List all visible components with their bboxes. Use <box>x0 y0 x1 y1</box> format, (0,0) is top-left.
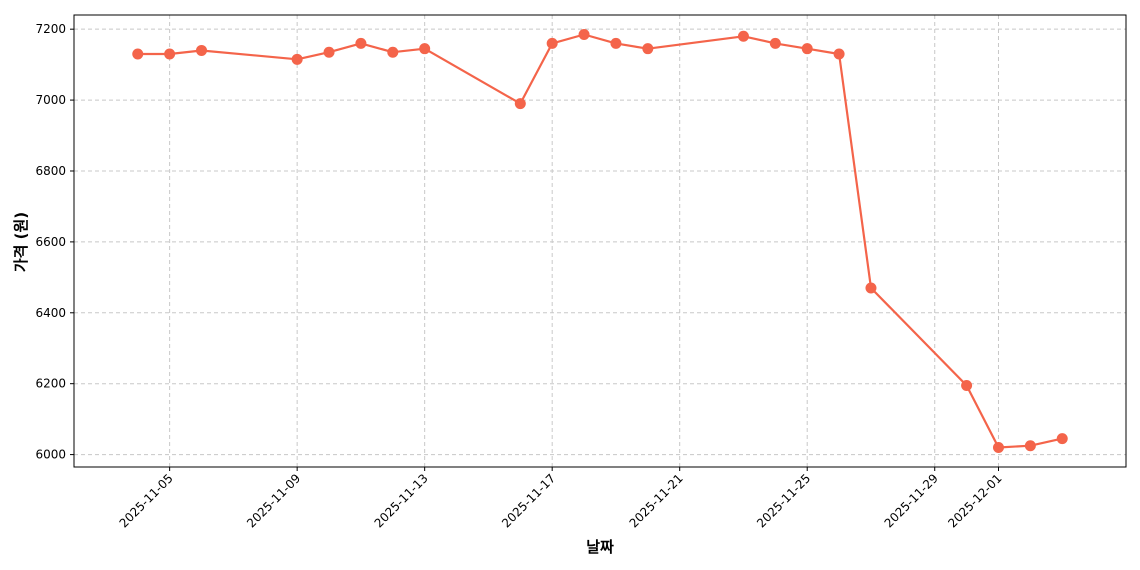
y-tick-label: 6000 <box>35 448 66 462</box>
data-point <box>419 43 431 55</box>
series-layer <box>132 28 1068 454</box>
x-axis: 2025-11-05 2025-11-09 2025-11-13 2025-11-17… <box>117 467 1005 530</box>
y-tick-label: 7200 <box>35 22 66 36</box>
x-axis-title: 날짜 <box>586 538 614 556</box>
y-tick-label: 6800 <box>35 164 66 178</box>
data-point <box>992 442 1004 454</box>
y-tick-label: 7000 <box>35 93 66 107</box>
data-point <box>737 30 749 42</box>
data-point <box>514 98 526 110</box>
data-point <box>196 44 208 56</box>
data-point <box>578 28 590 40</box>
y-tick-label: 6400 <box>35 306 66 320</box>
x-tick-label: 2025-11-21 <box>627 471 686 530</box>
x-tick-label: 2025-11-25 <box>754 471 813 530</box>
y-axis: 6000 6200 6400 6600 6800 7000 7200 <box>35 22 74 462</box>
data-point <box>291 53 303 65</box>
data-point <box>865 282 877 294</box>
x-tick-label: 2025-11-17 <box>499 471 558 530</box>
data-point <box>610 37 622 49</box>
data-point <box>355 37 367 49</box>
data-point <box>642 43 654 55</box>
y-tick-label: 6200 <box>35 377 66 391</box>
x-tick-label: 2025-11-05 <box>117 471 176 530</box>
y-axis-title: 가격 (원) <box>12 212 30 272</box>
data-point <box>1056 433 1068 445</box>
grid <box>74 15 1126 467</box>
x-tick-label: 2025-11-29 <box>882 471 941 530</box>
x-tick-label: 2025-12-01 <box>945 471 1004 530</box>
data-point <box>323 46 335 58</box>
data-point <box>801 43 813 55</box>
data-point <box>132 48 144 60</box>
y-tick-label: 6600 <box>35 235 66 249</box>
data-point <box>1024 440 1036 452</box>
plot-frame <box>73 14 1127 468</box>
data-point <box>164 48 176 60</box>
data-point <box>546 37 558 49</box>
x-tick-label: 2025-11-13 <box>372 471 431 530</box>
data-point <box>833 48 845 60</box>
series-line <box>137 33 1063 449</box>
data-point <box>769 37 781 49</box>
data-point <box>961 379 973 391</box>
data-point <box>387 46 399 58</box>
x-tick-label: 2025-11-09 <box>244 471 303 530</box>
